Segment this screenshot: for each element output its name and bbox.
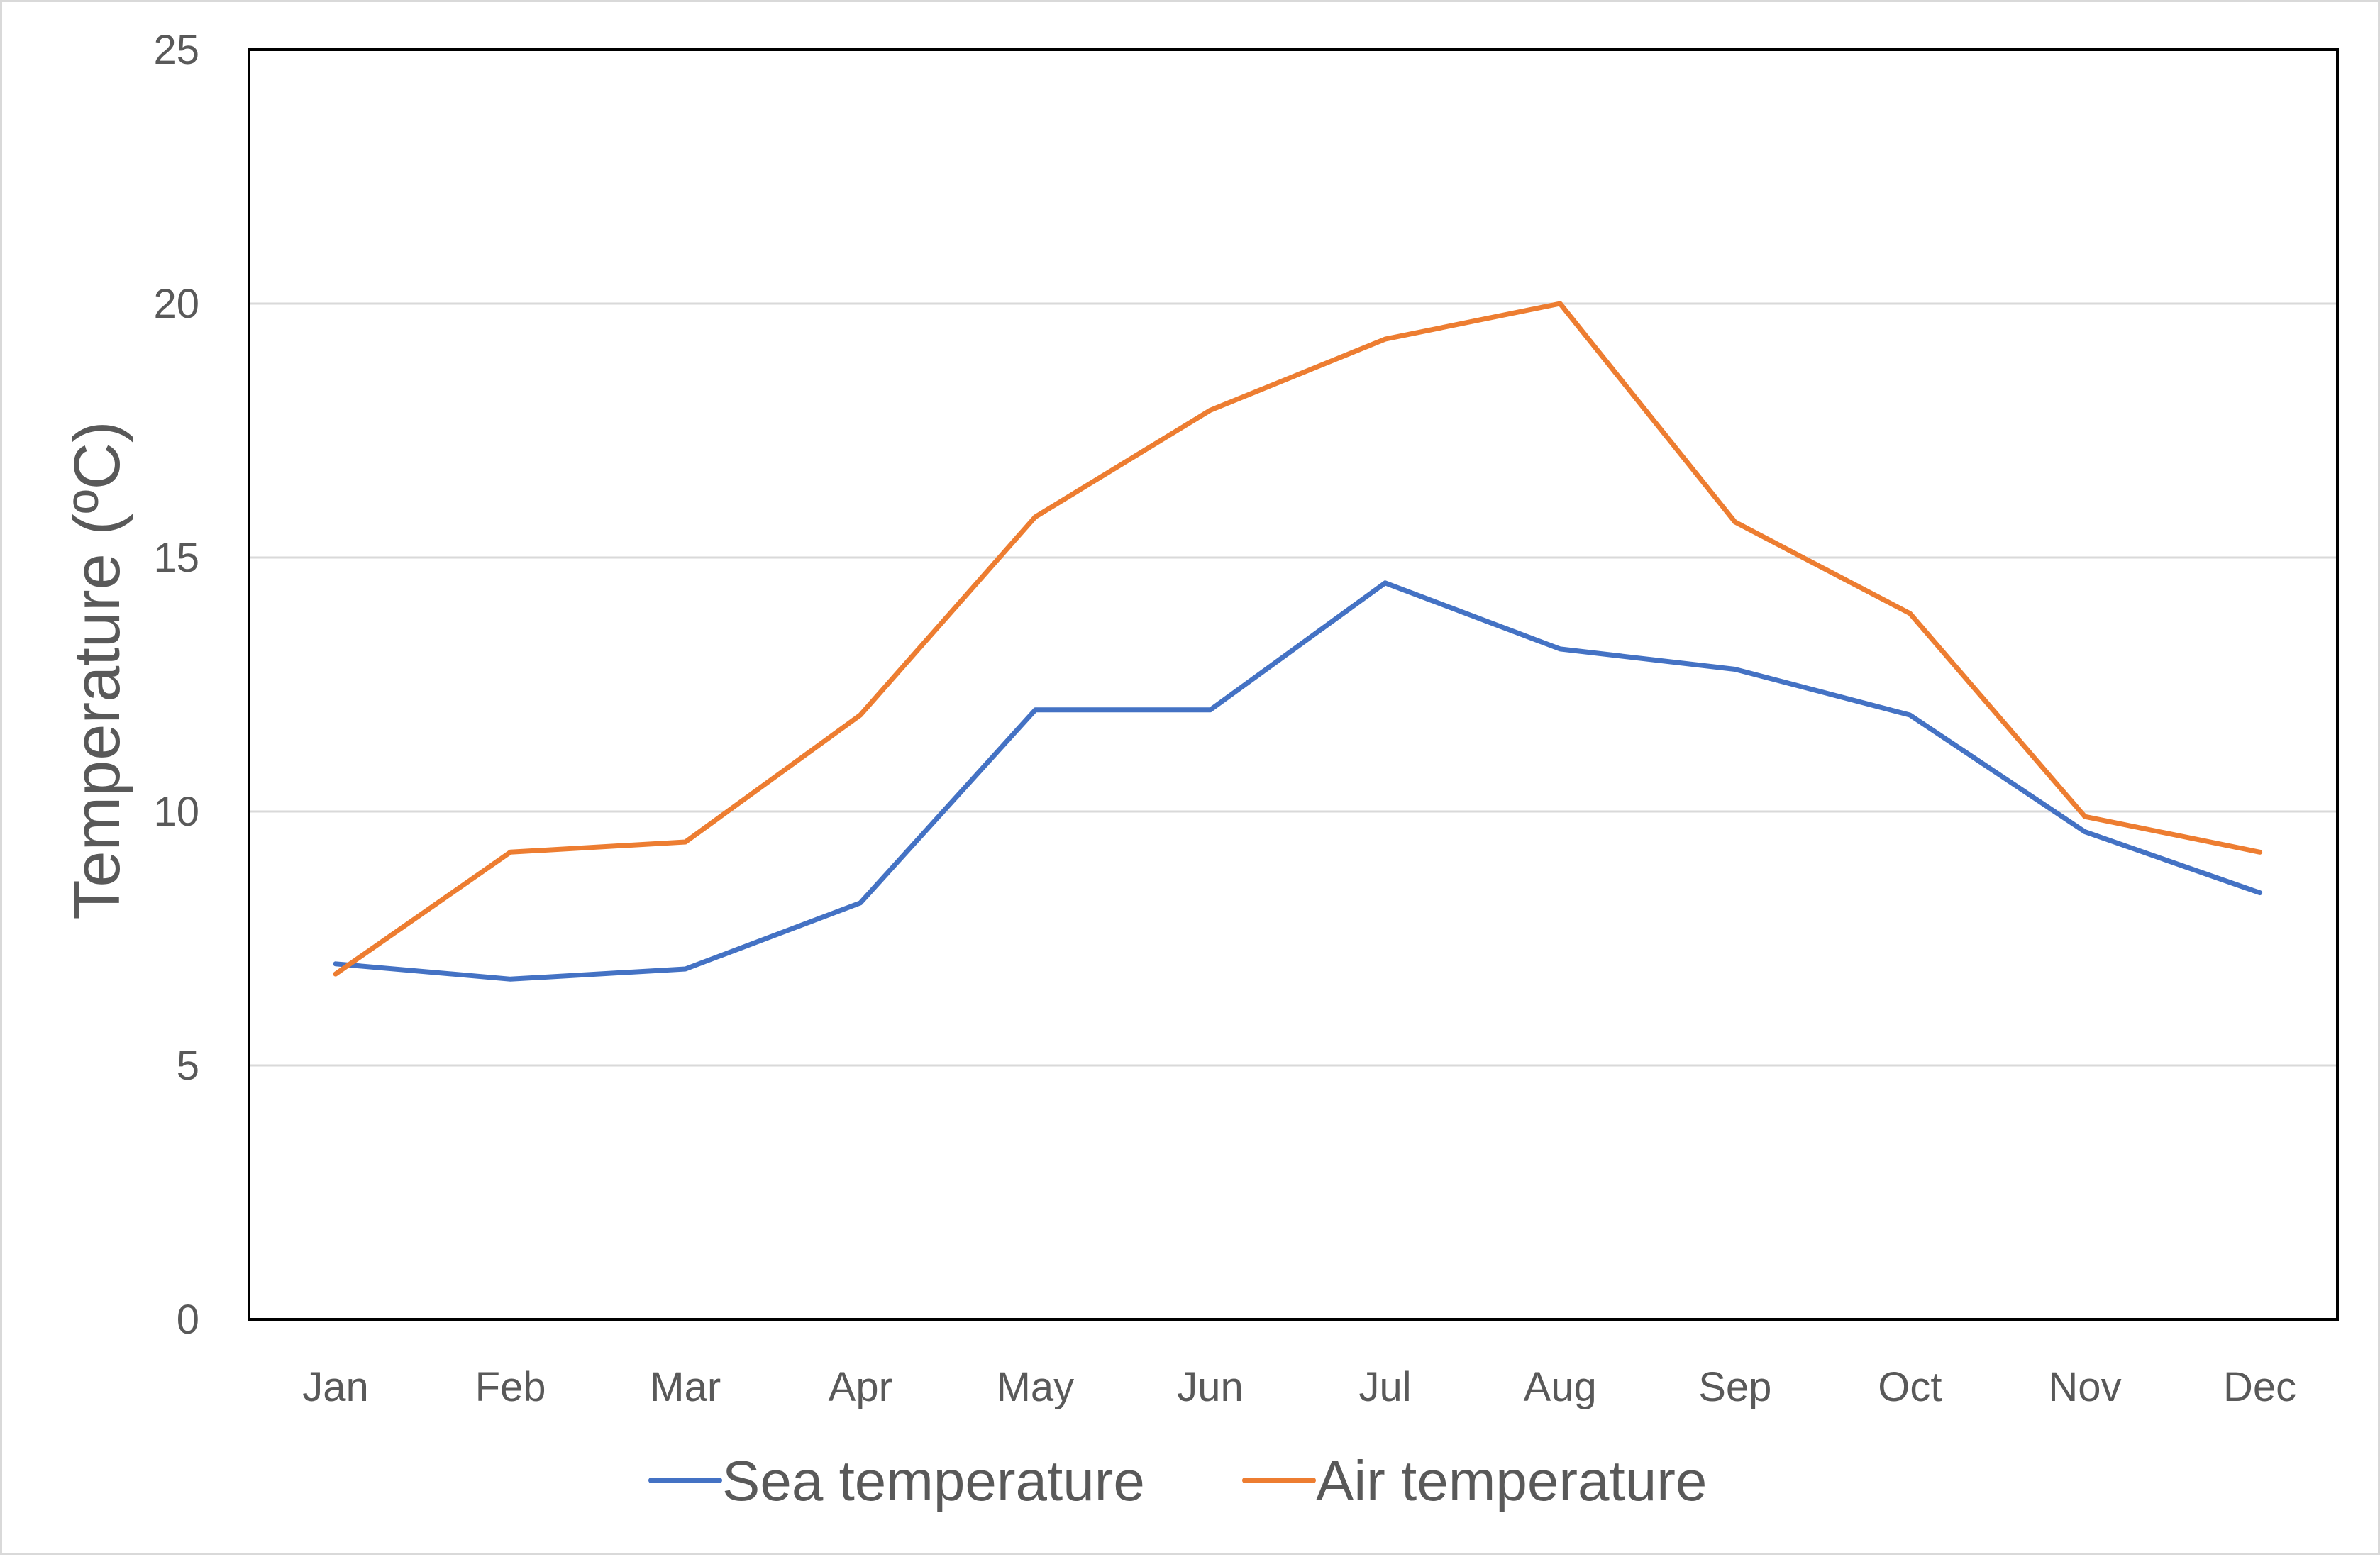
y-tick-label: 5 (177, 1043, 199, 1089)
y-tick-label: 25 (153, 27, 199, 73)
x-tick-label: Oct (1878, 1364, 1942, 1410)
x-tick-label: Dec (2223, 1364, 2296, 1410)
y-axis-title: Temperature (ºC) (61, 421, 133, 919)
x-tick-label: Jun (1177, 1364, 1244, 1410)
x-tick-label: Mar (650, 1364, 721, 1410)
x-tick-label: Nov (2048, 1364, 2121, 1410)
series-line-air-temperature (336, 304, 2260, 974)
y-tick-label: 10 (153, 789, 199, 835)
x-tick-label: Jan (302, 1364, 369, 1410)
series-lines (336, 304, 2260, 979)
plot-area-border (249, 50, 2337, 1319)
y-axis-ticks: 0 5 10 15 20 25 (153, 27, 199, 1343)
legend-label: Sea temperature (722, 1449, 1145, 1512)
x-tick-label: Jul (1359, 1364, 1412, 1410)
x-tick-label: Feb (475, 1364, 546, 1410)
x-tick-label: Aug (1524, 1364, 1597, 1410)
x-tick-label: Apr (829, 1364, 892, 1410)
gridlines (249, 304, 2337, 1065)
series-line-sea-temperature (336, 583, 2260, 980)
x-axis-ticks: Jan Feb Mar Apr May Jun Jul Aug Sep Oct Nov Dec (302, 1364, 2296, 1410)
x-tick-label: Sep (1698, 1364, 1771, 1410)
y-tick-label: 0 (177, 1297, 199, 1343)
x-tick-label: May (997, 1364, 1075, 1410)
y-tick-label: 20 (153, 281, 199, 327)
legend-label: Air temperature (1316, 1449, 1707, 1512)
legend: Sea temperature Air temperature (651, 1449, 1707, 1512)
y-tick-label: 15 (153, 535, 199, 581)
